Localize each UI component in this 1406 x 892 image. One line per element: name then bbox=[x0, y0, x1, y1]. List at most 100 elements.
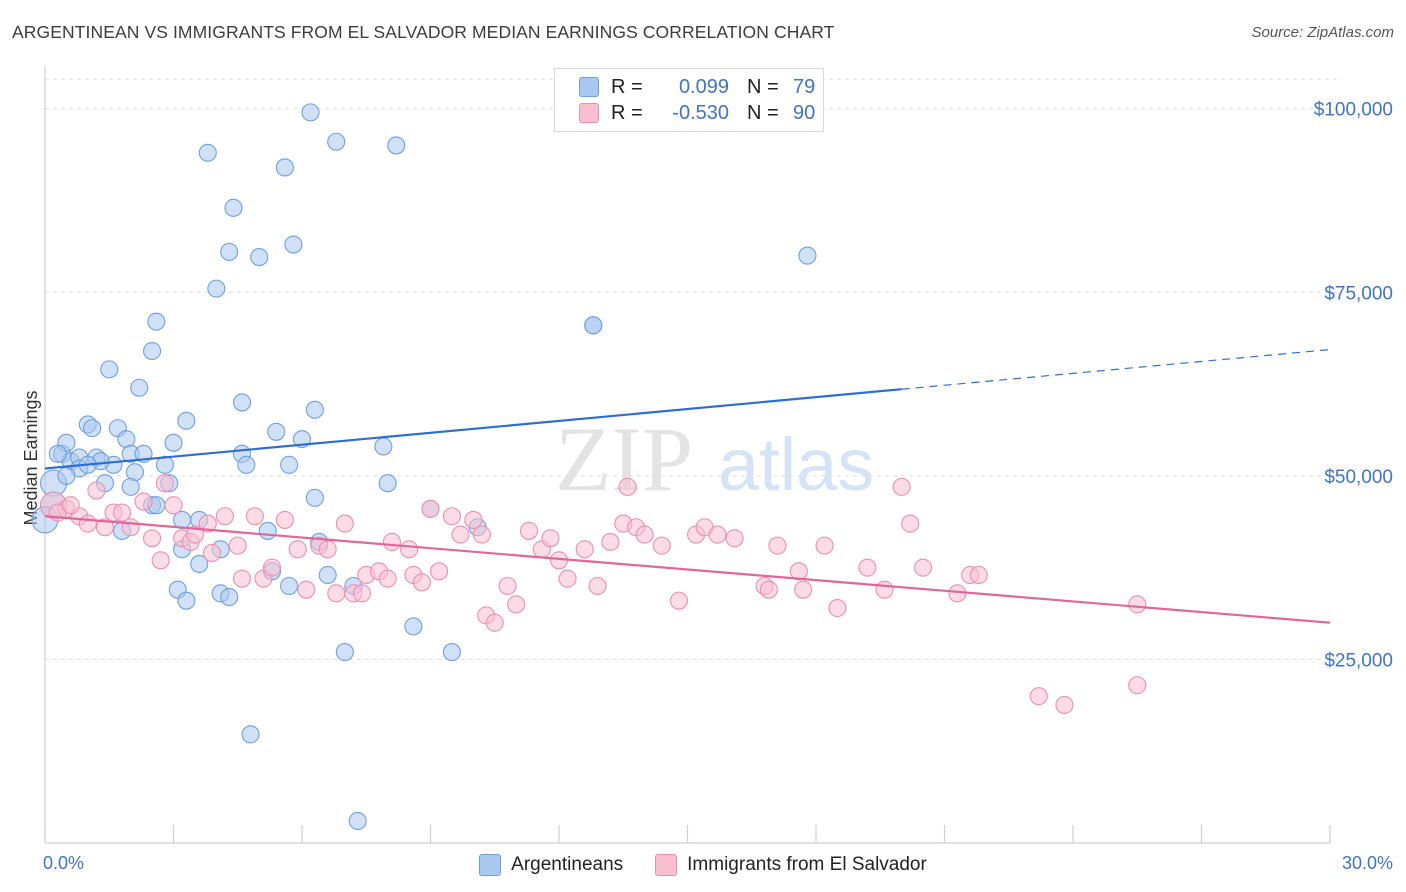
el-salvador-point bbox=[875, 580, 894, 599]
el-salvador-point bbox=[400, 540, 419, 559]
x-tick-label-max: 30.0% bbox=[1342, 853, 1393, 873]
el-salvador-point bbox=[352, 584, 372, 603]
y-tick-label: $25,000 bbox=[1324, 650, 1393, 671]
el-salvador-point bbox=[969, 565, 988, 585]
el-salvador-point bbox=[134, 492, 153, 511]
el-salvador-point bbox=[635, 525, 654, 544]
el-salvador-point bbox=[669, 591, 688, 610]
el-salvador-point bbox=[618, 477, 637, 496]
el-salvador-point bbox=[759, 580, 778, 599]
el-salvador-point bbox=[901, 514, 920, 533]
el-salvador-point bbox=[297, 580, 316, 599]
x-tick-label-min: 0.0% bbox=[43, 853, 84, 873]
el-salvador-point bbox=[245, 507, 264, 526]
argentinean-point bbox=[327, 132, 346, 151]
legend-n-value: 90 bbox=[793, 101, 816, 124]
argentinean-point bbox=[190, 554, 209, 574]
legend-label: Immigrants from El Salvador bbox=[687, 854, 927, 875]
el-salvador-point bbox=[327, 584, 346, 603]
argentinean-point bbox=[335, 643, 354, 662]
el-salvador-point bbox=[198, 514, 217, 533]
el-salvador-point bbox=[95, 518, 115, 537]
argentinean-point bbox=[198, 143, 217, 162]
argentinean-point bbox=[232, 393, 252, 412]
stats-legend: R = 0.099 N = 79 R = -0.530 N = 90 bbox=[554, 68, 824, 132]
argentinean-point bbox=[305, 488, 324, 507]
legend-swatch-pink bbox=[579, 103, 599, 123]
argentinean-point bbox=[280, 455, 299, 474]
el-salvador-point bbox=[768, 536, 787, 555]
argentineans-trend-extension bbox=[901, 348, 1331, 390]
el-salvador-point bbox=[588, 576, 607, 596]
el-salvador-point bbox=[601, 532, 620, 551]
el-salvador-point bbox=[858, 558, 877, 577]
y-tick-labels: $25,000 $50,000 $75,000 $100,000 bbox=[1314, 100, 1393, 672]
argentinean-point bbox=[177, 591, 196, 610]
source-credit: Source: ZipAtlas.com bbox=[1251, 24, 1394, 41]
el-salvador-point bbox=[228, 536, 247, 555]
legend-n-label: N = bbox=[747, 101, 779, 124]
argentinean-point bbox=[147, 312, 166, 331]
el-salvador-point bbox=[378, 569, 397, 588]
argentinean-point bbox=[164, 433, 183, 452]
argentinean-point bbox=[224, 198, 243, 217]
el-salvador-point bbox=[151, 551, 170, 570]
legend-swatch-blue bbox=[479, 854, 502, 876]
el-salvador-point bbox=[421, 499, 440, 518]
argentinean-point bbox=[130, 378, 149, 397]
legend-r-label: R = bbox=[611, 75, 643, 98]
el-salvador-point bbox=[558, 569, 577, 588]
argentinean-point bbox=[275, 158, 294, 177]
argentinean-point bbox=[404, 617, 423, 636]
el-salvador-point bbox=[288, 540, 307, 559]
el-salvador-point bbox=[652, 536, 671, 555]
legend-row-el-salvador: R = -0.530 N = 90 bbox=[579, 100, 815, 126]
argentinean-point bbox=[280, 576, 299, 596]
legend-label: Argentineans bbox=[511, 854, 624, 875]
y-axis-label: Median Earnings bbox=[21, 390, 41, 525]
el-salvador-point bbox=[215, 507, 234, 526]
el-salvador-point bbox=[121, 518, 140, 537]
legend-item-argentineans[interactable]: Argentineans bbox=[479, 854, 623, 876]
legend-swatch-pink bbox=[655, 854, 678, 876]
y-tick-label: $100,000 bbox=[1314, 100, 1393, 121]
y-tick-label: $50,000 bbox=[1324, 467, 1393, 488]
el-salvador-point bbox=[78, 514, 97, 533]
argentinean-point bbox=[241, 725, 260, 744]
argentinean-point bbox=[267, 422, 286, 441]
argentinean-point bbox=[284, 235, 303, 254]
el-salvador-point bbox=[262, 558, 282, 577]
el-salvador-point bbox=[1055, 695, 1074, 715]
el-salvador-point bbox=[412, 573, 431, 592]
el-salvador-point bbox=[485, 613, 504, 632]
el-salvador-point bbox=[507, 595, 526, 614]
argentinean-point bbox=[207, 279, 226, 298]
argentinean-point bbox=[301, 103, 320, 122]
legend-item-el-salvador[interactable]: Immigrants from El Salvador bbox=[655, 854, 927, 876]
el-salvador-point bbox=[1029, 687, 1048, 706]
el-salvador-point bbox=[113, 503, 132, 522]
argentinean-point bbox=[83, 419, 102, 438]
legend-swatch-blue bbox=[579, 77, 599, 97]
el-salvador-point bbox=[382, 532, 402, 551]
el-salvador-point bbox=[914, 558, 933, 577]
argentinean-point bbox=[48, 444, 67, 463]
el-salvador-point bbox=[708, 525, 727, 544]
watermark: ZIP atlas bbox=[555, 408, 874, 510]
argentinean-point bbox=[220, 587, 239, 607]
el-salvador-point bbox=[789, 562, 808, 581]
el-salvador-point bbox=[464, 510, 483, 529]
argentinean-point bbox=[387, 136, 406, 155]
el-salvador-point bbox=[275, 510, 294, 529]
el-salvador-point bbox=[472, 525, 491, 544]
argentinean-point bbox=[237, 455, 256, 474]
el-salvador-trend-line bbox=[44, 515, 1331, 624]
argentinean-point bbox=[374, 437, 393, 456]
el-salvador-point bbox=[451, 525, 470, 544]
el-salvador-point bbox=[541, 529, 560, 548]
el-salvador-point bbox=[442, 507, 461, 526]
argentinean-point bbox=[798, 246, 817, 265]
y-tick-label: $75,000 bbox=[1324, 283, 1393, 304]
legend-r-value: -0.530 bbox=[672, 101, 729, 124]
el-salvador-point bbox=[430, 562, 449, 581]
